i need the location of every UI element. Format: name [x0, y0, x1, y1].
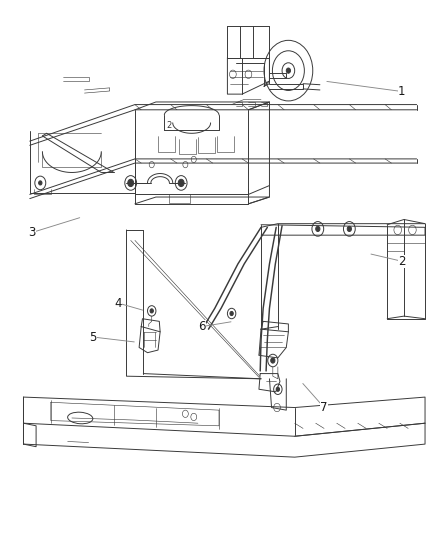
Text: 3: 3 — [28, 226, 35, 239]
Circle shape — [276, 387, 279, 391]
Text: 2: 2 — [398, 255, 406, 268]
Text: 7: 7 — [320, 401, 328, 414]
Circle shape — [230, 311, 233, 316]
Text: 4: 4 — [114, 296, 122, 310]
Circle shape — [128, 179, 134, 187]
Text: 2: 2 — [166, 121, 171, 130]
Circle shape — [178, 179, 184, 187]
Circle shape — [286, 68, 290, 73]
Circle shape — [316, 227, 320, 231]
Circle shape — [150, 309, 153, 313]
Text: 6: 6 — [198, 320, 206, 333]
Circle shape — [271, 358, 275, 363]
Text: 1: 1 — [398, 85, 406, 98]
Circle shape — [347, 227, 351, 231]
Circle shape — [39, 181, 42, 185]
Text: 5: 5 — [89, 330, 96, 343]
